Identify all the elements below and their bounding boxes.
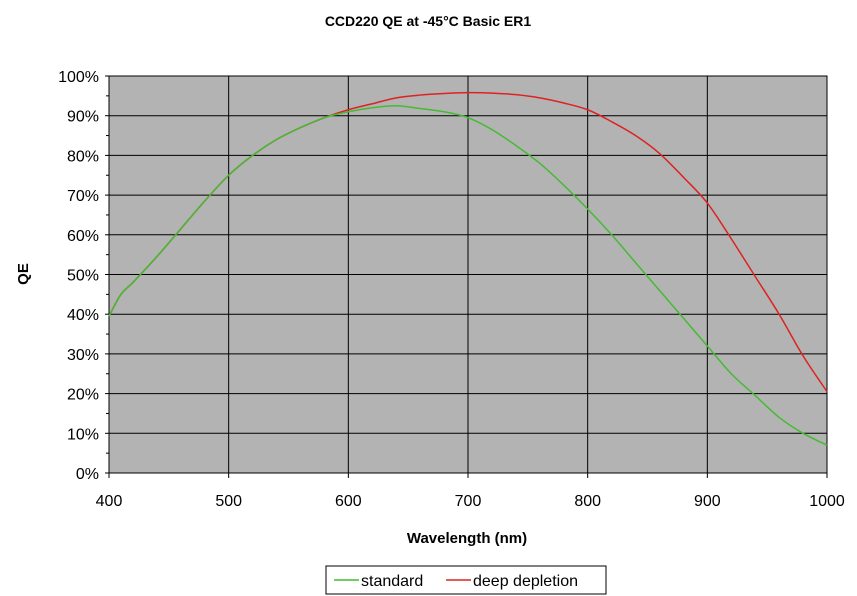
x-tick-label: 800: [574, 493, 601, 510]
y-tick-label: 90%: [67, 109, 99, 126]
y-tick-label: 50%: [67, 268, 99, 285]
legend-label-standard: standard: [361, 573, 423, 590]
y-tick-label: 20%: [67, 387, 99, 404]
x-tick-label: 1000: [809, 493, 845, 510]
y-tick-label: 10%: [67, 426, 99, 443]
y-tick-label: 0%: [76, 466, 99, 483]
legend-label-deep-depletion: deep depletion: [473, 573, 578, 590]
x-tick-label: 600: [335, 493, 362, 510]
x-tick-label: 500: [215, 493, 242, 510]
series-line-standard: [108, 105, 828, 446]
y-tick-label: 80%: [67, 148, 99, 165]
y-tick-label: 40%: [67, 307, 99, 324]
y-tick-label: 70%: [67, 188, 99, 205]
x-axis: 400 500 600 700 800 900 1000: [96, 473, 845, 510]
chart-title: CCD220 QE at -45°C Basic ER1: [325, 13, 532, 29]
y-axis: 0% 10% 20% 30% 40% 50% 60% 70% 80% 90% 100%: [58, 69, 109, 483]
x-tick-label: 400: [96, 493, 123, 510]
grid-lines: [109, 76, 827, 473]
y-tick-label: 30%: [67, 347, 99, 364]
y-tick-label: 100%: [58, 69, 99, 86]
x-tick-label: 700: [455, 493, 482, 510]
x-axis-label: Wavelength (nm): [407, 530, 527, 547]
y-tick-label: 60%: [67, 228, 99, 245]
series-lines: [108, 91, 828, 446]
x-tick-label: 900: [694, 493, 721, 510]
legend: standard deep depletion: [325, 565, 607, 595]
y-axis-label: QE: [15, 263, 32, 285]
